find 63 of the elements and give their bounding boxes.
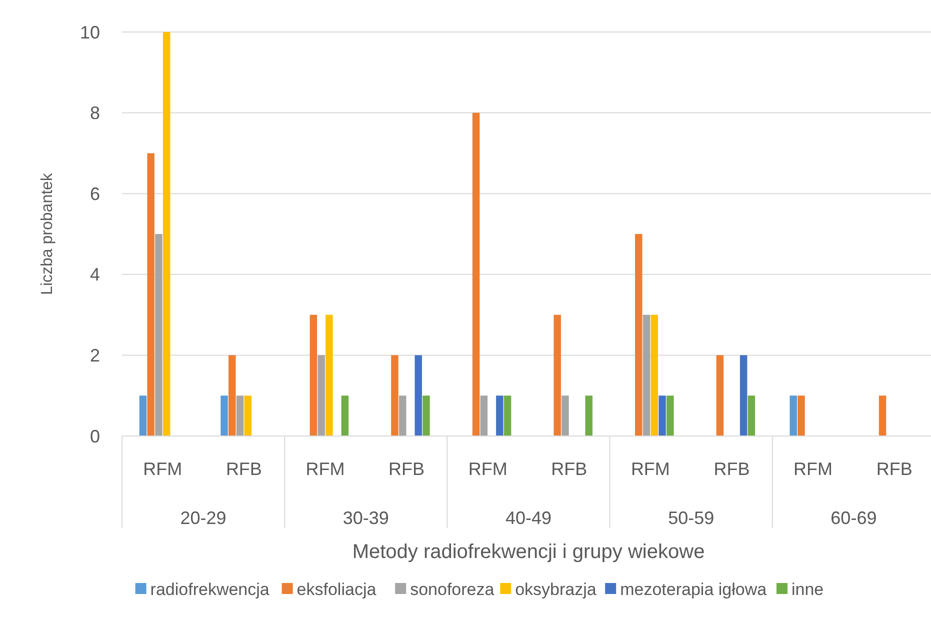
text: 50-59 — [668, 508, 714, 528]
x-tick-label: RFM — [630, 459, 670, 479]
bar — [554, 314, 561, 436]
bar — [326, 314, 333, 436]
bar — [341, 396, 349, 436]
bar — [391, 355, 398, 436]
bar — [244, 396, 252, 436]
x-tick-label: RFB — [876, 459, 912, 479]
legend-label: radiofrekwencja — [150, 580, 270, 599]
y-tick-label: 0 — [90, 426, 100, 446]
bar — [650, 314, 658, 436]
x-tick-label: RFB — [388, 459, 425, 479]
bar — [155, 234, 162, 436]
bar — [228, 355, 236, 436]
legend-label: inne — [792, 580, 824, 599]
bar — [562, 396, 569, 436]
bar — [658, 396, 666, 436]
x-tick-label: RFM — [794, 459, 833, 479]
bar — [635, 234, 642, 436]
text: 60-69 — [830, 508, 877, 528]
y-tick-label: 6 — [90, 184, 100, 204]
y-tick-label: 8 — [90, 103, 100, 124]
y-tick-label: 4 — [90, 264, 100, 285]
bar — [236, 396, 244, 436]
x-tick-label: RFB — [226, 459, 262, 479]
bar — [220, 396, 228, 436]
bar — [878, 396, 886, 436]
bar — [162, 32, 170, 436]
x-axis-title: Metody radiofrekwencji i grupy wiekowe — [352, 541, 705, 563]
x-tick-label: RFB — [714, 459, 750, 479]
bar — [414, 355, 422, 436]
x-tick-label: RFM — [468, 459, 508, 479]
legend-label: sonoforeza — [410, 580, 495, 599]
bar — [472, 112, 480, 436]
bar — [642, 314, 650, 436]
bar — [422, 396, 430, 436]
bar — [748, 396, 756, 436]
bar — [310, 314, 318, 436]
bar — [666, 396, 674, 436]
bar — [147, 153, 154, 436]
text: 30-39 — [342, 508, 389, 528]
bar — [790, 396, 797, 436]
bar — [798, 396, 805, 436]
y-tick-label: 2 — [90, 346, 100, 366]
bar — [504, 396, 512, 436]
bar — [496, 396, 504, 436]
y-axis-title: Liczba probantek — [39, 172, 56, 295]
bar — [398, 396, 406, 436]
legend-label: mezoterapia igłowa — [620, 580, 768, 599]
y-tick-label: 10 — [80, 22, 100, 42]
bar — [480, 396, 488, 436]
bar — [139, 396, 147, 436]
bar — [716, 355, 724, 436]
bar — [585, 396, 592, 436]
text: 40-49 — [505, 508, 552, 528]
x-tick-label: RFB — [551, 459, 588, 479]
x-tick-label: RFM — [306, 459, 345, 479]
legend-label: eksfoliacja — [296, 580, 377, 599]
legend-label: oksybrazja — [515, 580, 597, 599]
bar — [740, 355, 748, 436]
x-tick-label: RFM — [143, 459, 182, 479]
bar — [318, 355, 325, 436]
text: 20-29 — [180, 508, 226, 528]
